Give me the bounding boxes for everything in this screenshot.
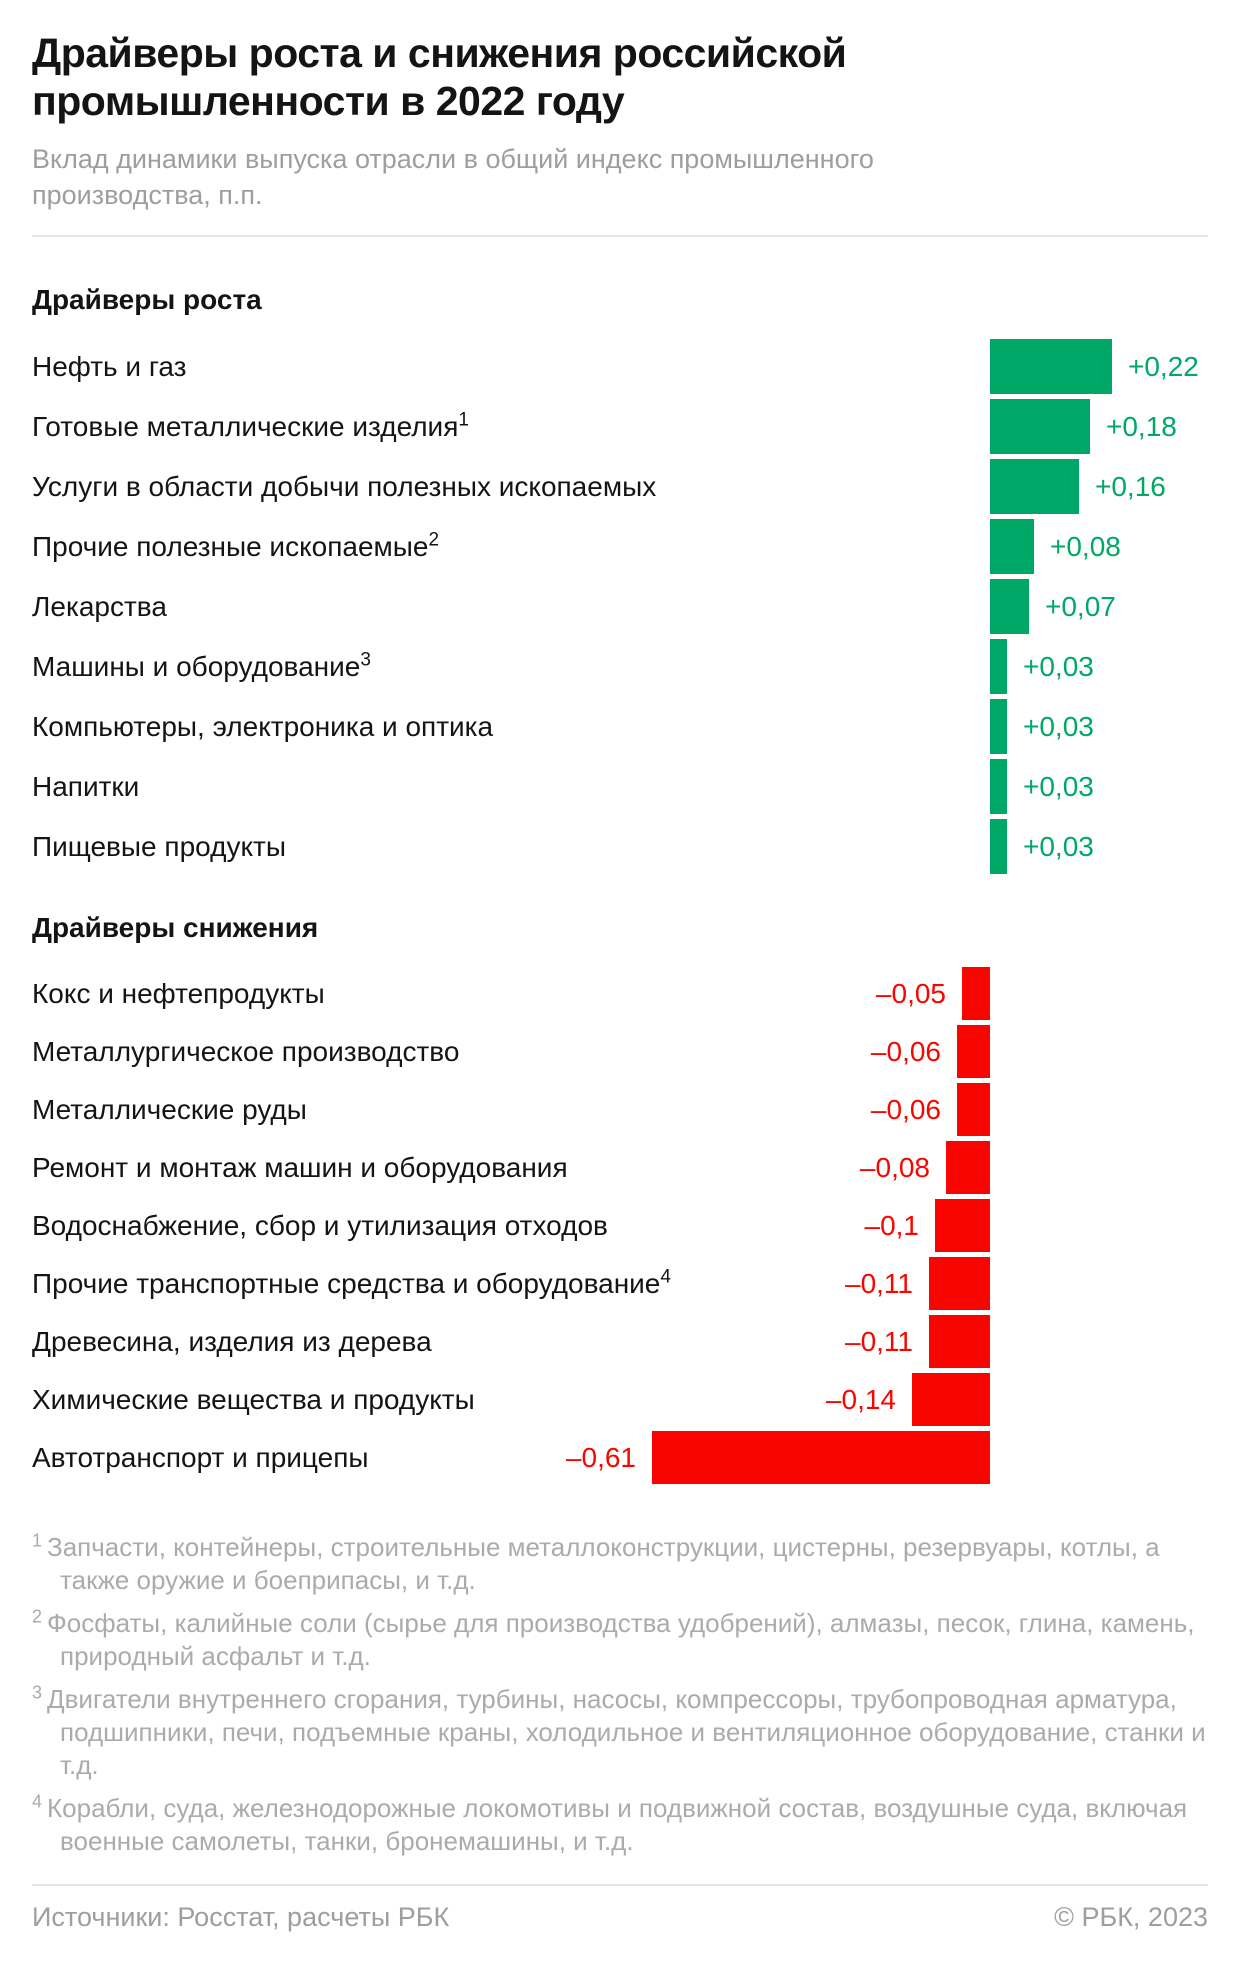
row-label: Напитки [32,771,140,803]
decline-bar [957,1025,990,1079]
footnote: 4 Корабли, суда, железнодорожные локомот… [32,1791,1188,1857]
decline-row: Прочие транспортные средства и оборудова… [32,1257,1208,1315]
decline-row: Водоснабжение, сбор и утилизация отходов… [32,1199,1208,1257]
value-label: –0,1 [864,1210,920,1242]
row-label: Нефть и газ [32,351,187,383]
value-label: +0,03 [1023,711,1094,743]
row-label: Готовые металлические изделия1 [32,409,469,443]
decline-section: Драйверы снижения Кокс и нефтепродукты –0… [32,911,1208,1489]
growth-bar [990,759,1007,815]
bottom-divider [32,1884,1208,1887]
footnote-number: 1 [32,1530,48,1551]
growth-bar [990,399,1090,455]
decline-row: Ремонт и монтаж машин и оборудования –0,0… [32,1141,1208,1199]
row-label: Лекарства [32,591,167,623]
growth-row: Компьютеры, электроника и оптика +0,03 [32,699,1208,759]
decline-bar [957,1083,990,1137]
source-note: Источники: Росстат, расчеты РБК [32,1902,450,1933]
growth-bar [990,699,1007,755]
footnote-number: 4 [32,1791,48,1812]
row-label: Водоснабжение, сбор и утилизация отходов [32,1210,608,1242]
value-label: –0,61 [565,1442,636,1474]
page-title: Драйверы роста и снижения российской про… [32,30,847,124]
growth-row: Машины и оборудование3 +0,03 [32,639,1208,699]
footer: Источники: Росстат, расчеты РБК © РБК, 2… [32,1900,1208,1934]
decline-row: Металлургическое производство –0,06 [32,1025,1208,1083]
decline-row: Химические вещества и продукты –0,14 [32,1373,1208,1431]
growth-section-title: Драйверы роста [32,284,262,316]
growth-bar-chart: Нефть и газ +0,22 Готовые металлические из… [32,339,1208,879]
growth-row: Прочие полезные ископаемые2 +0,08 [32,519,1208,579]
value-label: –0,14 [825,1384,896,1416]
footnote-number: 3 [32,1682,48,1703]
value-label: –0,08 [859,1152,930,1184]
row-label: Услуги в области добычи полезных ископае… [32,471,657,503]
growth-bar [990,339,1112,395]
decline-bar [912,1373,990,1427]
value-label: +0,03 [1023,831,1094,863]
decline-bar [929,1315,990,1369]
row-label: Металлургическое производство [32,1036,460,1068]
decline-row: Кокс и нефтепродукты –0,05 [32,967,1208,1025]
decline-bar [935,1199,990,1253]
footnote-ref: 3 [360,649,371,671]
decline-row: Автотранспорт и прицепы –0,61 [32,1431,1208,1489]
row-label: Древесина, изделия из дерева [32,1326,432,1358]
growth-bar [990,819,1007,875]
row-label: Металлические руды [32,1094,307,1126]
row-label: Пищевые продукты [32,831,286,863]
row-label: Кокс и нефтепродукты [32,978,325,1010]
value-label: +0,16 [1095,471,1166,503]
value-label: +0,18 [1106,411,1177,443]
value-label: +0,22 [1128,351,1199,383]
value-label: –0,05 [875,978,946,1010]
decline-section-title: Драйверы снижения [32,912,319,944]
footnote-ref: 1 [458,409,469,431]
value-label: –0,11 [845,1326,913,1358]
growth-bar [990,639,1007,695]
row-label: Прочие полезные ископаемые2 [32,529,440,563]
subtitle: Вклад динамики выпуска отрасли в общий и… [32,143,874,210]
row-label: Химические вещества и продукты [32,1384,475,1416]
row-label: Ремонт и монтаж машин и оборудования [32,1152,568,1184]
decline-bar [929,1257,990,1311]
footnote-ref: 2 [428,529,440,551]
decline-bar [962,967,990,1021]
value-label: +0,03 [1023,771,1094,803]
growth-row: Готовые металлические изделия1 +0,18 [32,399,1208,459]
growth-bar [990,579,1029,635]
value-label: +0,07 [1045,591,1116,623]
footnote-ref: 4 [660,1266,671,1288]
decline-bar [946,1141,990,1195]
growth-row: Лекарства +0,07 [32,579,1208,639]
row-label: Прочие транспортные средства и оборудова… [32,1266,671,1300]
decline-bar [652,1431,990,1485]
growth-row: Пищевые продукты +0,03 [32,819,1208,879]
growth-bar [990,459,1079,515]
value-label: +0,03 [1023,651,1094,683]
row-label: Автотранспорт и прицепы [32,1442,369,1474]
copyright-note: © РБК, 2023 [1054,1902,1208,1933]
decline-row: Металлические руды –0,06 [32,1083,1208,1141]
footnote: 3 Двигатели внутреннего сгорания, турбин… [32,1682,1206,1781]
growth-row: Напитки +0,03 [32,759,1208,819]
growth-bar [990,519,1034,575]
growth-section: Драйверы роста Нефть и газ +0,22 Готовые м… [32,283,1208,879]
footnote-number: 2 [32,1606,48,1627]
value-label: –0,06 [870,1036,941,1068]
footnotes: 1 Запчасти, контейнеры, строительные мет… [32,1531,1208,1858]
decline-row: Древесина, изделия из дерева –0,11 [32,1315,1208,1373]
growth-row: Услуги в области добычи полезных ископае… [32,459,1208,519]
footnote: 2 Фосфаты, калийные соли (сырье для прои… [32,1606,1195,1672]
value-label: +0,08 [1050,531,1121,563]
value-label: –0,11 [845,1268,913,1300]
value-label: –0,06 [870,1094,941,1126]
growth-row: Нефть и газ +0,22 [32,339,1208,399]
footnote: 1 Запчасти, контейнеры, строительные мет… [32,1530,1160,1596]
row-label: Компьютеры, электроника и оптика [32,711,494,743]
decline-bar-chart: Кокс и нефтепродукты –0,05 Металлургическо… [32,967,1208,1489]
top-divider [32,235,1208,238]
row-label: Машины и оборудование3 [32,649,371,683]
